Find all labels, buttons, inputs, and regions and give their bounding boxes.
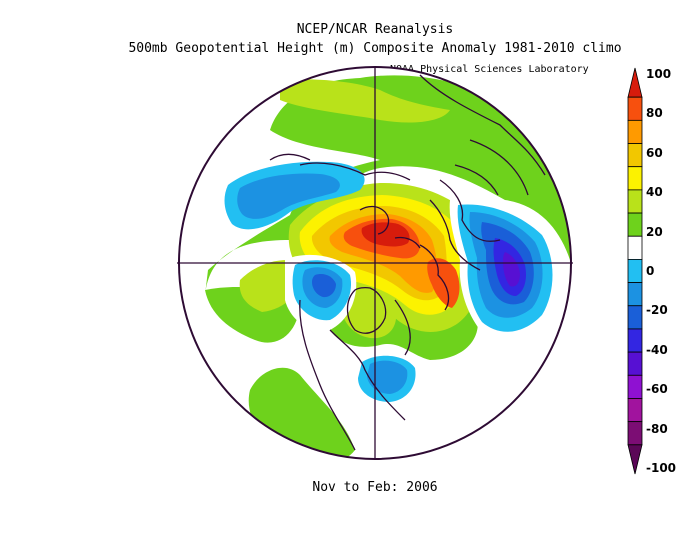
colorbar-swatch	[627, 212, 643, 237]
coastline-europe	[419, 199, 481, 311]
colorbar-swatch	[627, 67, 643, 98]
coastline-siberia	[269, 153, 411, 181]
period-label: Nov to Feb: 2006	[312, 480, 438, 495]
colorbar-swatch	[627, 351, 643, 376]
colorbar-swatch	[627, 328, 643, 353]
coastline-north-america	[299, 299, 411, 451]
colorbar-swatch	[627, 398, 643, 423]
colorbar	[627, 67, 643, 475]
map-lines	[177, 67, 573, 459]
colorbar-tick-label: -100	[646, 461, 677, 475]
colorbar-tick-label: 60	[646, 145, 663, 160]
coastline-asia	[419, 74, 546, 242]
colorbar-swatch	[627, 305, 643, 330]
colorbar-swatch	[627, 235, 643, 260]
colorbar-tick-label: 100	[646, 67, 672, 81]
positive-anomaly-band	[205, 75, 571, 295]
colorbar-swatch	[627, 421, 643, 446]
coastline-arctic	[359, 205, 421, 249]
colorbar-swatch	[627, 96, 643, 121]
colorbar-tick-label: -20	[646, 303, 668, 318]
colorbar-swatch	[627, 166, 643, 191]
colorbar-swatch	[627, 259, 643, 283]
colorbar-tick-label: -40	[646, 342, 668, 357]
credit-label: NOAA Physical Sciences Laboratory	[390, 64, 589, 75]
colorbar-swatch	[627, 143, 643, 168]
colorbar-tick-label: 40	[646, 185, 663, 200]
colorbar-tick-label: 80	[646, 106, 663, 121]
colorbar-swatch	[627, 374, 643, 399]
colorbar-swatch	[627, 282, 643, 307]
anomaly-field	[179, 67, 571, 459]
colorbar-tick-label: 20	[646, 224, 663, 239]
colorbar-tick-label: -60	[646, 382, 668, 397]
coastline-greenland	[346, 286, 387, 334]
colorbar-tick-label: 0	[646, 264, 655, 278]
colorbar-swatch	[627, 119, 643, 144]
map-boundary-circle	[178, 66, 572, 460]
colorbar-swatch	[627, 189, 643, 214]
colorbar-swatch	[627, 444, 643, 475]
chart-subtitle: 500mb Geopotential Height (m) Composite …	[128, 41, 622, 56]
chart-title: NCEP/NCAR Reanalysis	[296, 22, 454, 37]
colorbar-tick-label: -80	[646, 421, 668, 436]
